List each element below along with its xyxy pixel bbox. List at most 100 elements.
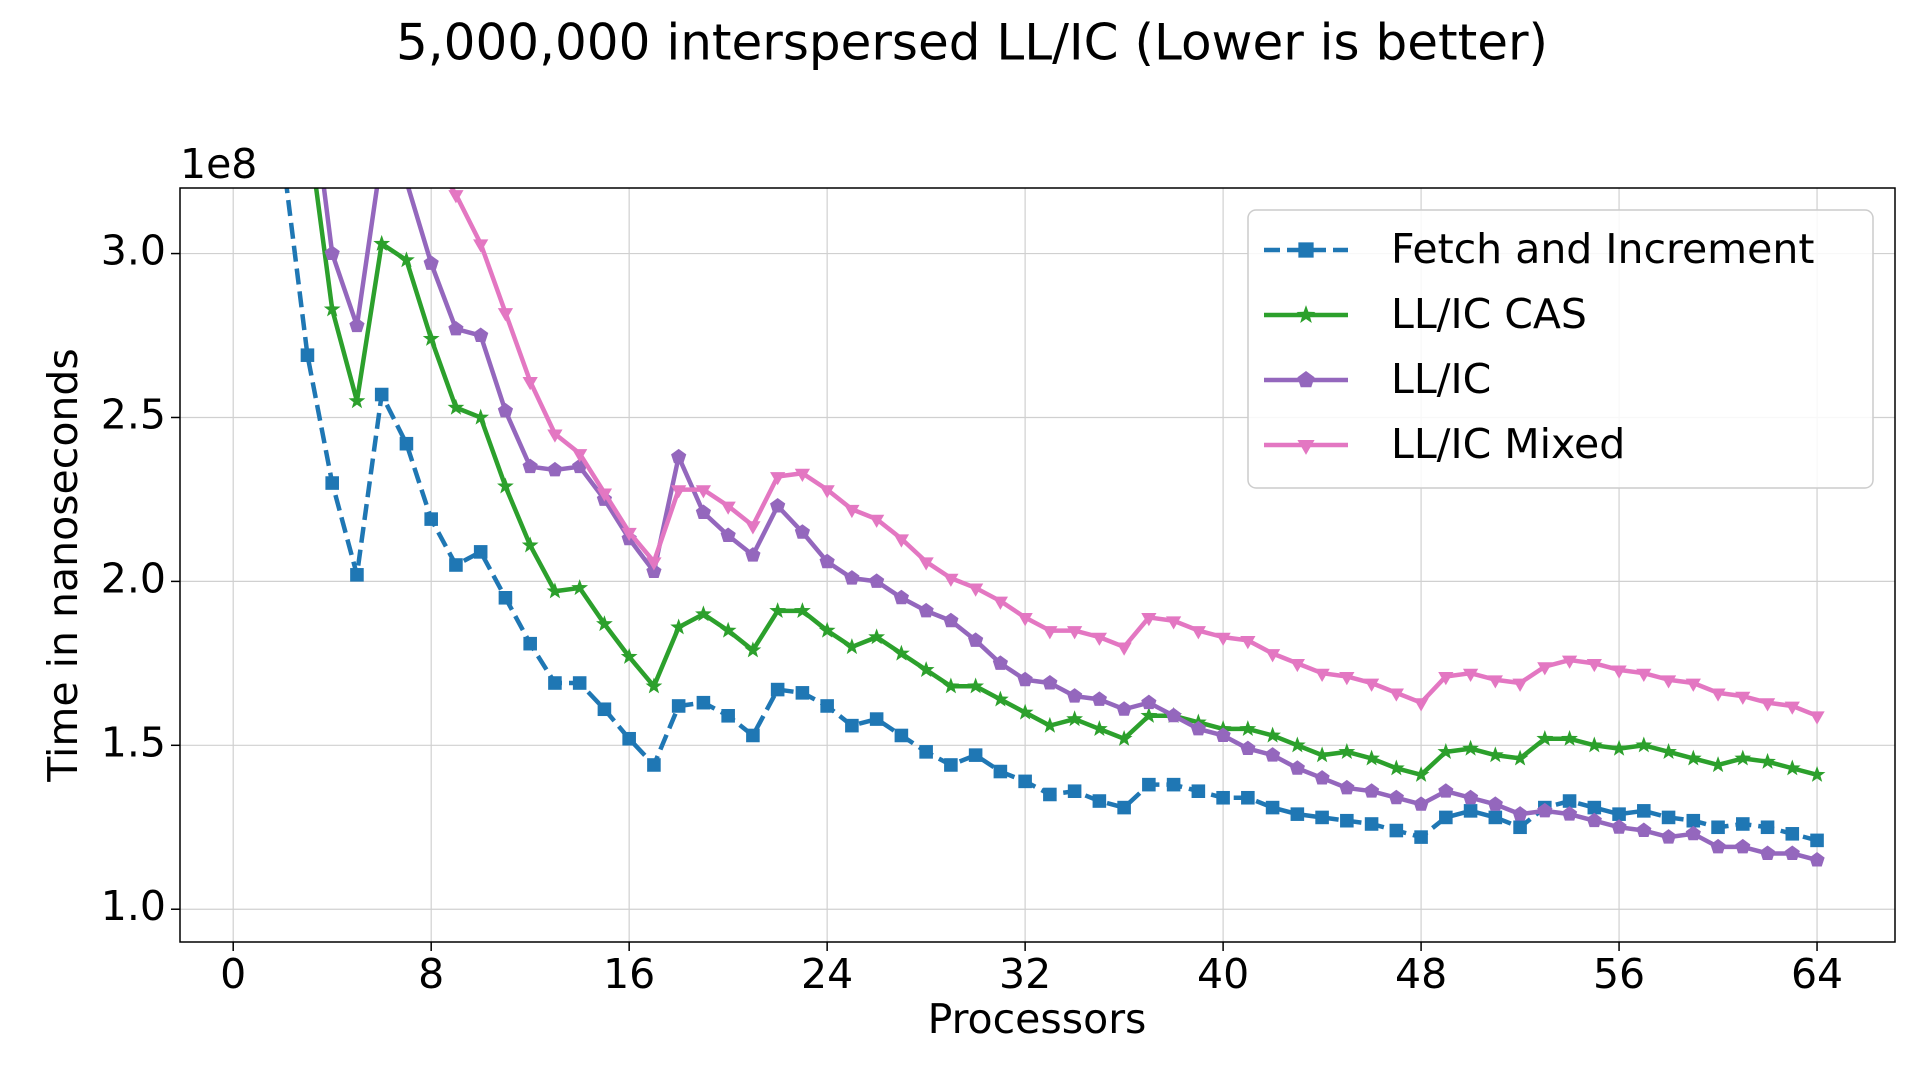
data-point — [473, 328, 488, 342]
data-point — [474, 545, 488, 559]
data-point — [1388, 759, 1405, 775]
data-point — [1562, 806, 1577, 820]
data-point — [1809, 711, 1824, 724]
data-point — [1141, 695, 1156, 709]
data-point — [399, 118, 414, 131]
data-point — [622, 732, 636, 746]
data-point — [473, 239, 488, 252]
data-point — [299, 114, 316, 130]
data-point — [1314, 746, 1331, 762]
data-point — [375, 388, 389, 402]
x-tick-label: 56 — [1593, 950, 1645, 998]
data-point — [1710, 756, 1727, 772]
data-point — [1711, 820, 1725, 834]
data-point — [573, 676, 587, 690]
data-point — [301, 348, 315, 362]
data-point — [325, 246, 340, 260]
data-point — [969, 748, 983, 762]
data-point — [1413, 796, 1428, 810]
data-point — [1488, 796, 1503, 810]
data-point — [1117, 801, 1131, 815]
data-point — [746, 729, 760, 743]
data-point — [1117, 701, 1132, 715]
data-point — [400, 437, 414, 451]
data-point — [1068, 784, 1082, 798]
x-tick-label: 16 — [603, 950, 655, 998]
data-point — [498, 403, 513, 417]
data-point — [1167, 778, 1181, 792]
data-point — [274, 15, 291, 31]
data-point — [1735, 839, 1750, 853]
data-point — [672, 699, 686, 713]
data-point — [1389, 790, 1404, 804]
data-point — [820, 699, 834, 713]
data-point — [1439, 811, 1453, 825]
data-point — [745, 521, 760, 534]
data-point — [1092, 691, 1107, 705]
data-point — [919, 745, 933, 759]
data-point — [1340, 814, 1354, 828]
data-point — [1314, 770, 1329, 784]
data-point — [771, 683, 785, 697]
data-point — [276, 148, 290, 162]
data-point — [547, 462, 562, 476]
data-point — [1390, 824, 1404, 838]
data-point — [1067, 688, 1082, 702]
data-point — [424, 151, 439, 164]
y-axis-label: Time in nanoseconds — [39, 348, 87, 783]
data-point — [697, 696, 711, 710]
data-point — [374, 147, 389, 161]
data-point — [1786, 827, 1800, 841]
data-point — [1761, 820, 1775, 834]
data-point — [869, 573, 884, 587]
x-tick-label: 64 — [1791, 950, 1843, 998]
data-point — [1142, 778, 1156, 792]
data-point — [1240, 741, 1255, 755]
data-point — [1563, 794, 1577, 808]
data-point — [498, 308, 513, 321]
data-point — [1462, 740, 1479, 756]
data-point — [721, 709, 735, 723]
data-point — [1290, 760, 1305, 774]
data-point — [1785, 845, 1800, 859]
data-point — [1637, 804, 1651, 818]
data-point — [1611, 819, 1626, 833]
data-point — [374, 69, 389, 82]
y-tick-label: 2.5 — [101, 390, 166, 438]
data-point — [1587, 813, 1602, 827]
data-point — [448, 321, 463, 335]
data-point — [1464, 804, 1478, 818]
data-point — [1685, 750, 1702, 766]
data-point — [1489, 811, 1503, 825]
data-point — [598, 702, 612, 716]
data-point — [1192, 784, 1206, 798]
legend-label: LL/IC Mixed — [1391, 420, 1625, 468]
x-tick-label: 48 — [1395, 950, 1447, 998]
y-tick-label: 3.0 — [101, 227, 166, 275]
data-point — [1588, 801, 1602, 815]
data-point — [1116, 643, 1131, 656]
data-point — [1487, 746, 1504, 762]
legend-label: LL/IC CAS — [1391, 290, 1587, 338]
data-point — [349, 36, 364, 49]
data-point — [696, 505, 711, 519]
legend-label: Fetch and Increment — [1391, 225, 1814, 273]
data-point — [769, 602, 786, 618]
data-point — [1365, 817, 1379, 831]
data-point — [1266, 801, 1280, 815]
data-point — [349, 318, 364, 332]
x-tick-label: 40 — [1197, 950, 1249, 998]
data-point — [1612, 807, 1626, 821]
data-point — [1339, 780, 1354, 794]
y-tick-label: 1.0 — [101, 882, 166, 930]
data-point — [1364, 783, 1379, 797]
data-point — [1413, 698, 1428, 711]
data-point — [1561, 730, 1578, 746]
data-point — [796, 686, 810, 700]
data-point — [424, 255, 439, 269]
y-tick-label: 2.0 — [101, 554, 166, 602]
data-point — [1687, 814, 1701, 828]
data-point — [1216, 791, 1230, 805]
data-point — [1759, 753, 1776, 769]
